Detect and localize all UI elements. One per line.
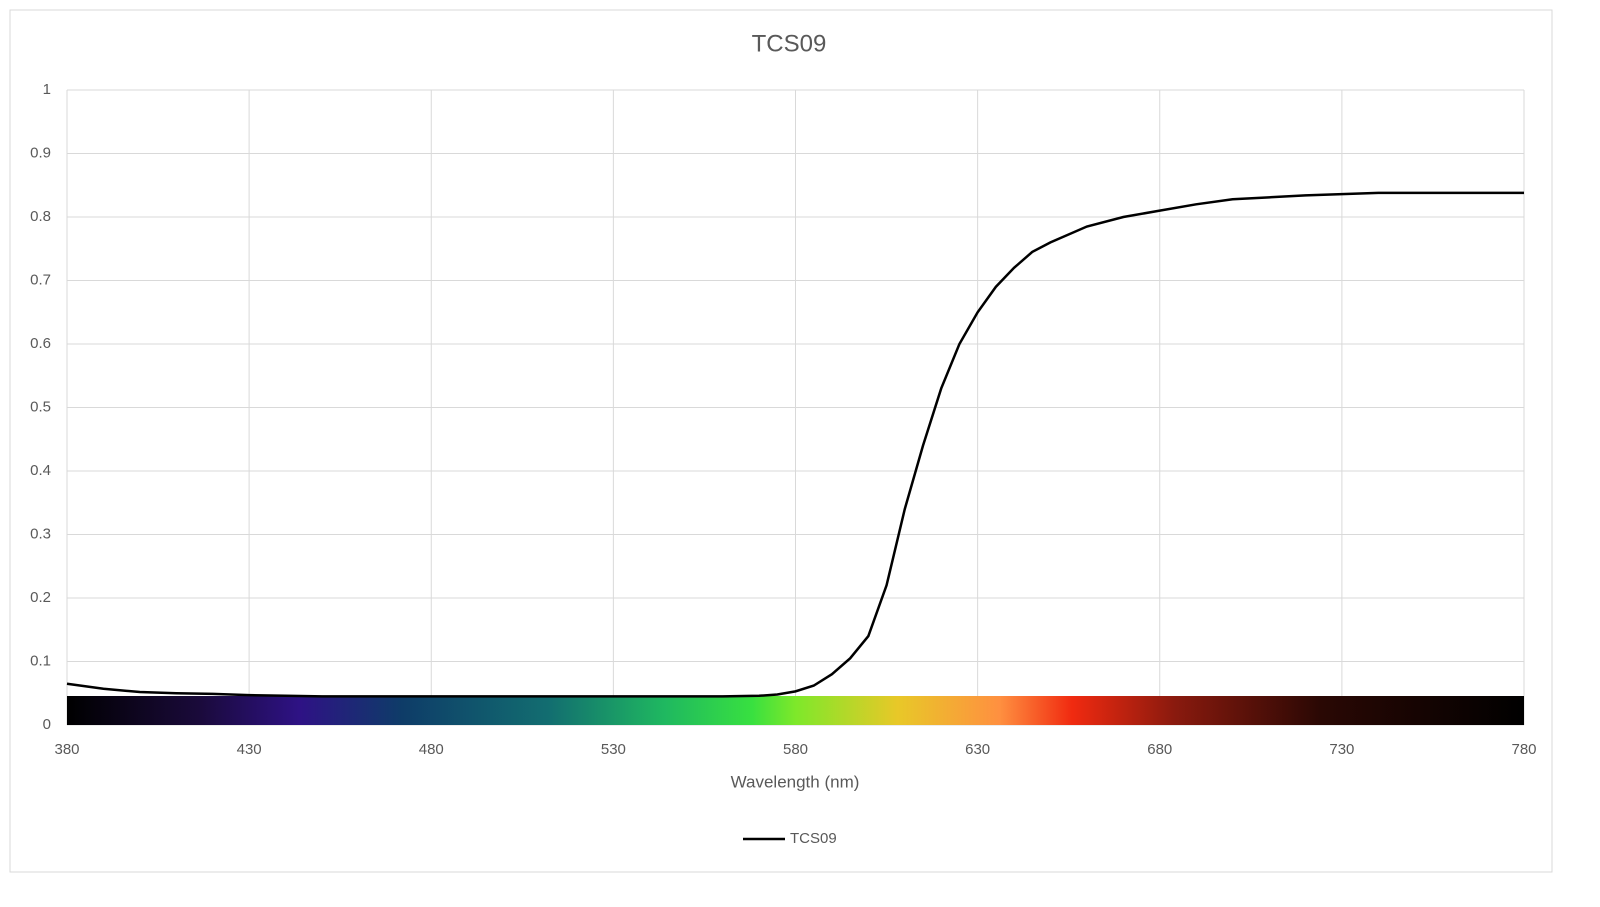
y-tick-label: 0.5: [30, 398, 51, 415]
chart-title: TCS09: [752, 30, 827, 57]
x-tick-label: 430: [237, 741, 262, 758]
y-tick-label: 0.9: [30, 144, 51, 161]
x-tick-label: 630: [965, 741, 990, 758]
y-tick-label: 0.1: [30, 652, 51, 669]
y-tick-label: 0.3: [30, 525, 51, 542]
y-tick-label: 0.8: [30, 208, 51, 225]
x-tick-label: 530: [601, 741, 626, 758]
x-tick-label: 680: [1147, 741, 1172, 758]
y-tick-label: 0: [43, 716, 51, 733]
x-tick-label: 580: [783, 741, 808, 758]
x-axis-title: Wavelength (nm): [731, 772, 860, 791]
x-tick-label: 380: [54, 741, 79, 758]
y-tick-label: 0.6: [30, 335, 51, 352]
legend-label: TCS09: [790, 830, 837, 847]
x-tick-label: 480: [419, 741, 444, 758]
y-tick-label: 0.7: [30, 271, 51, 288]
y-tick-label: 0.2: [30, 589, 51, 606]
spectrum-band: [67, 696, 1524, 725]
x-tick-label: 730: [1329, 741, 1354, 758]
x-tick-label: 780: [1511, 741, 1536, 758]
y-tick-label: 0.4: [30, 462, 51, 479]
y-tick-label: 1: [43, 81, 51, 98]
data-line: [66, 191, 1524, 698]
